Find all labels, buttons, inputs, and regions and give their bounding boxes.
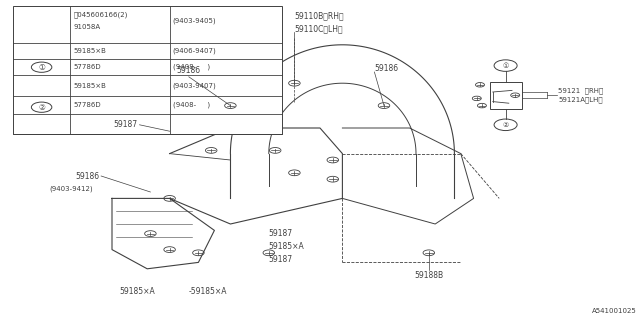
Text: A541001025: A541001025 xyxy=(592,308,637,314)
Text: 59185×A: 59185×A xyxy=(269,242,305,251)
Text: 59187: 59187 xyxy=(269,229,293,238)
Text: (9403-9405): (9403-9405) xyxy=(173,18,216,24)
Text: 59110C〈LH〉: 59110C〈LH〉 xyxy=(294,24,343,33)
Text: ①: ① xyxy=(38,63,45,72)
Text: 57786D: 57786D xyxy=(74,64,101,70)
Text: 59188B: 59188B xyxy=(414,271,444,280)
Text: 59185×B: 59185×B xyxy=(74,48,106,54)
Text: 91058A: 91058A xyxy=(74,24,100,30)
Text: 59185×A: 59185×A xyxy=(120,287,156,296)
Text: 59185×B: 59185×B xyxy=(74,83,106,89)
Text: 59186: 59186 xyxy=(177,66,201,75)
Text: 59187: 59187 xyxy=(269,255,293,264)
Text: 59186: 59186 xyxy=(75,172,99,180)
Text: ②: ② xyxy=(38,103,45,112)
Text: 59121A〈LH〉: 59121A〈LH〉 xyxy=(558,97,603,103)
Bar xyxy=(13,6,282,134)
Text: 59110B〈RH〉: 59110B〈RH〉 xyxy=(294,12,344,20)
Text: (9408-     ): (9408- ) xyxy=(173,64,210,70)
Text: ②: ② xyxy=(502,122,509,128)
Text: (9403-9407): (9403-9407) xyxy=(173,82,216,89)
Text: 57786D: 57786D xyxy=(74,102,101,108)
Text: 59187: 59187 xyxy=(113,120,138,129)
Bar xyxy=(490,82,522,109)
Text: 59121  〈RH〉: 59121 〈RH〉 xyxy=(558,87,604,94)
Text: ①: ① xyxy=(502,63,509,68)
Text: (9408-     ): (9408- ) xyxy=(173,101,210,108)
Text: (9406-9407): (9406-9407) xyxy=(173,48,216,54)
Text: -59185×A: -59185×A xyxy=(189,287,227,296)
Text: 59186: 59186 xyxy=(374,64,399,73)
Text: Ⓢ045606166(2): Ⓢ045606166(2) xyxy=(74,11,128,18)
Text: (9403-9412): (9403-9412) xyxy=(49,186,93,192)
